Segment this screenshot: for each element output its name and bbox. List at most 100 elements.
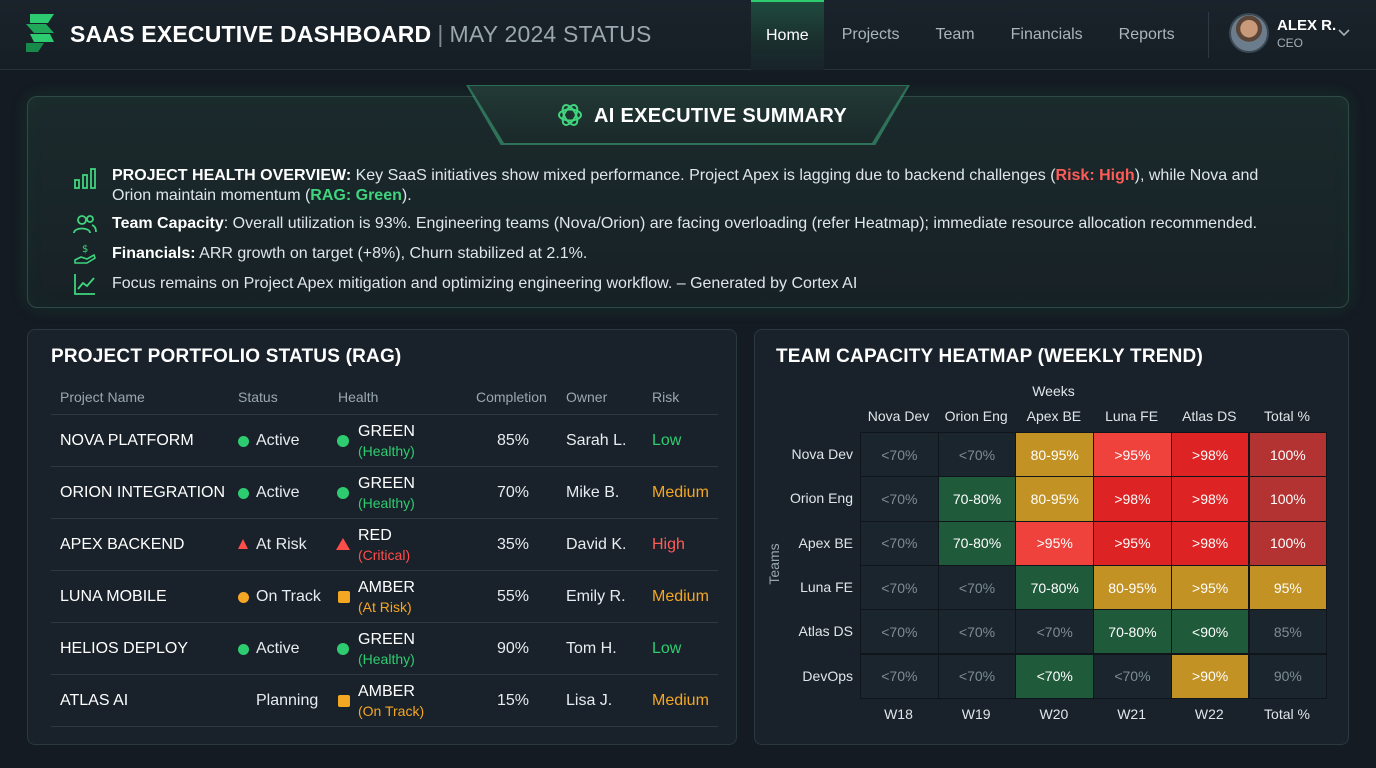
main-nav: Home Projects Team Financials Reports — [751, 0, 1193, 70]
bar-chart-icon — [74, 168, 96, 189]
users-icon — [73, 215, 97, 234]
avatar[interactable] — [1229, 13, 1269, 53]
col-risk: Risk — [652, 389, 680, 405]
nav-home[interactable]: Home — [751, 0, 824, 70]
summary-row-financials-bold: Financials: — [112, 245, 196, 262]
heatmap-cell: <70% — [937, 564, 1017, 611]
project-name[interactable]: ORION INTEGRATION — [60, 484, 226, 501]
owner-name: Lisa J. — [566, 692, 613, 709]
health-dot-icon — [337, 643, 349, 655]
heatmap-top-col-label: Atlas DS — [1182, 408, 1237, 424]
risk-label: High — [652, 536, 685, 553]
completion-value: 15% — [496, 692, 530, 709]
title-separator: | — [437, 21, 444, 47]
svg-text:$: $ — [82, 244, 88, 255]
summary-row-health-bold: PROJECT HEALTH OVERVIEW: — [112, 167, 352, 184]
nav-team[interactable]: Team — [935, 26, 975, 43]
table-header-divider — [51, 414, 718, 415]
title-main: SAAS EXECUTIVE DASHBOARD — [70, 21, 432, 47]
health-label: AMBER — [358, 683, 415, 700]
portfolio-title: PROJECT PORTFOLIO STATUS (RAG) — [51, 346, 402, 367]
heatmap-cell: >98% — [1170, 432, 1250, 478]
heatmap-cell: 85% — [1248, 609, 1328, 655]
owner-name: Sarah L. — [566, 432, 627, 449]
heatmap-cell: <70% — [1015, 653, 1095, 699]
heatmap-cell: 100% — [1248, 520, 1328, 566]
summary-row-health-text1: Key SaaS initiatives show mixed performa… — [351, 167, 1056, 184]
row-divider — [51, 674, 718, 675]
nav-reports[interactable]: Reports — [1118, 26, 1175, 43]
risk-label: Medium — [652, 484, 709, 501]
money-hand-icon: $ — [74, 244, 96, 264]
summary-row-health-line2b: ). — [401, 187, 412, 204]
heatmap-bottom-col-label: W18 — [884, 706, 913, 722]
heatmap-cell: 70-80% — [937, 520, 1017, 566]
title-subtitle: MAY 2024 STATUS — [449, 21, 652, 47]
nav-financials[interactable]: Financials — [1010, 26, 1083, 43]
top-bar: SAAS EXECUTIVE DASHBOARD | MAY 2024 STATUS… — [0, 0, 1376, 70]
heatmap-cell: 80-95% — [1015, 432, 1095, 478]
heatmap-cell: <90% — [1170, 609, 1250, 655]
health-square-icon — [338, 591, 350, 603]
health-note: (Healthy) — [358, 651, 415, 667]
heatmap-row-label: Atlas DS — [798, 623, 853, 640]
col-status: Status — [238, 389, 278, 405]
heatmap-cell: <70% — [937, 432, 1017, 478]
nav-divider — [1208, 12, 1209, 58]
status-label: Planning — [256, 692, 319, 709]
nav-projects[interactable]: Projects — [841, 26, 900, 43]
summary-row-financials: Financials: ARR growth on target (+8%), … — [112, 244, 1322, 264]
health-square-icon — [338, 695, 350, 707]
owner-name: Emily R. — [566, 588, 626, 605]
project-name[interactable]: LUNA MOBILE — [60, 588, 167, 605]
risk-label: Low — [652, 640, 682, 657]
summary-row-team: Team Capacity: Overall utilization is 93… — [112, 214, 1322, 234]
summary-row-health: PROJECT HEALTH OVERVIEW: Key SaaS initia… — [112, 166, 1322, 206]
summary-row-team-text: : Overall utilization is 93%. Engineerin… — [223, 215, 1258, 232]
heatmap-cell: >95% — [1093, 520, 1172, 566]
chevron-down-icon[interactable] — [1337, 26, 1351, 40]
heatmap-row-label: DevOps — [802, 667, 853, 684]
row-divider — [51, 518, 718, 519]
heatmap-bottom-col-label: W20 — [1039, 706, 1069, 722]
logo-icon — [26, 14, 54, 52]
heatmap-cell: >95% — [1093, 432, 1172, 478]
row-divider — [51, 466, 718, 467]
heatmap-top-col-label: Orion Eng — [944, 408, 1008, 424]
heatmap-top-col-label: Luna FE — [1105, 408, 1159, 424]
heatmap-cell: <70% — [860, 653, 939, 699]
heatmap-cell: >98% — [1170, 476, 1250, 522]
project-name[interactable]: ATLAS AI — [60, 692, 129, 709]
project-name[interactable]: NOVA PLATFORM — [60, 432, 194, 449]
health-note: (At Risk) — [358, 599, 412, 615]
summary-row-focus: Focus remains on Project Apex mitigation… — [112, 274, 1322, 294]
heatmap-top-axis-label: Weeks — [1032, 383, 1075, 399]
risk-high-label: Risk: High — [1055, 167, 1135, 184]
status-dot-icon — [238, 436, 249, 447]
heatmap-top-col-label: Apex BE — [1026, 408, 1082, 424]
risk-label: Medium — [652, 692, 709, 709]
heatmap-cell: >98% — [1170, 520, 1250, 566]
heatmap-bottom-col-label: Total % — [1264, 706, 1310, 722]
completion-value: 90% — [496, 640, 530, 657]
heatmap-cell: <70% — [860, 432, 939, 478]
health-dot-icon — [337, 435, 349, 447]
heatmap-cell: 70-80% — [1015, 564, 1095, 611]
health-label: GREEN — [358, 475, 415, 492]
rag-green-label: RAG: Green — [310, 187, 402, 204]
row-divider — [51, 570, 718, 571]
heatmap-top-col-label: Nova Dev — [867, 408, 930, 424]
risk-label: Medium — [652, 588, 709, 605]
heatmap-cell: <70% — [1093, 653, 1172, 699]
summary-row-focus-text: Focus remains on Project Apex mitigation… — [112, 275, 858, 292]
user-name[interactable]: ALEX R. — [1277, 17, 1337, 34]
project-name[interactable]: APEX BACKEND — [60, 536, 185, 553]
heatmap-bottom-col-label: W22 — [1194, 706, 1224, 722]
project-name[interactable]: HELIOS DEPLOY — [60, 640, 189, 657]
warning-triangle-icon — [238, 539, 248, 549]
heatmap-cell: 100% — [1248, 432, 1328, 478]
summary-tab — [469, 86, 907, 143]
health-note: (Healthy) — [358, 443, 415, 459]
status-label: At Risk — [256, 536, 307, 553]
status-label: On Track — [256, 588, 321, 605]
